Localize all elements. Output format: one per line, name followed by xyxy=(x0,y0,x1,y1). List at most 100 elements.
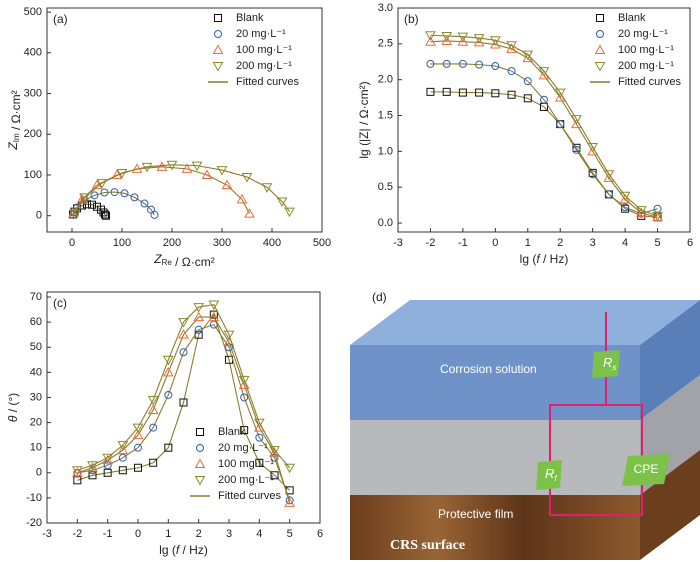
legend-label: 100 mg·L⁻¹ xyxy=(236,44,292,56)
marker xyxy=(506,41,517,51)
fit-curve xyxy=(430,63,658,215)
solution-side xyxy=(640,300,700,420)
metal-side xyxy=(640,450,700,560)
marker xyxy=(132,429,144,440)
marker xyxy=(208,311,220,322)
marker xyxy=(284,207,295,218)
marker xyxy=(475,88,484,97)
marker xyxy=(522,50,534,61)
plot-frame xyxy=(46,7,323,233)
panel-label: (b) xyxy=(404,12,419,26)
plot-frame xyxy=(397,7,691,233)
x-tick-label: 2 xyxy=(196,528,202,540)
y-tick-label: 20 xyxy=(30,416,42,428)
label-part: Z xyxy=(153,252,162,266)
top-face xyxy=(350,300,700,345)
x-tick-label: -2 xyxy=(72,528,82,540)
marker xyxy=(149,423,158,432)
marker xyxy=(150,210,159,219)
label-part: Re xyxy=(162,258,173,267)
marker xyxy=(79,193,90,203)
panel-label: (a) xyxy=(53,12,68,26)
marker xyxy=(540,95,548,104)
marker xyxy=(194,325,203,334)
marker xyxy=(635,206,647,216)
marker xyxy=(118,466,127,475)
marker xyxy=(538,67,550,77)
x-tick-label: 6 xyxy=(687,237,693,249)
marker xyxy=(507,67,516,76)
marker xyxy=(88,471,97,480)
x-tick-label: 5 xyxy=(287,528,293,540)
marker xyxy=(76,193,88,204)
x-tick-label: -1 xyxy=(458,237,468,249)
fit-curve xyxy=(77,316,291,504)
marker xyxy=(284,497,296,507)
marker xyxy=(442,59,451,68)
fit-curve xyxy=(74,164,290,214)
layer-label: Corrosion solution xyxy=(440,362,537,376)
legend-marker xyxy=(194,458,206,468)
marker xyxy=(130,193,139,202)
marker xyxy=(116,168,128,179)
axis-label: ZRe / Ω·cm² xyxy=(153,252,215,269)
plot-frame xyxy=(46,291,321,524)
fit-curve xyxy=(77,303,291,471)
x-tick-label: 2 xyxy=(557,237,563,249)
fit-curve xyxy=(77,313,291,491)
marker xyxy=(73,476,82,485)
marker xyxy=(164,443,173,452)
legend-marker xyxy=(594,62,606,72)
legend-marker xyxy=(212,44,224,54)
y-tick-label: 2.5 xyxy=(378,38,393,50)
marker xyxy=(473,34,485,44)
rs-label: Rs xyxy=(603,355,616,372)
marker xyxy=(71,466,83,476)
marker xyxy=(71,467,83,477)
y-tick-label: 2.0 xyxy=(378,74,393,86)
marker xyxy=(270,471,279,480)
marker xyxy=(255,433,264,442)
y-tick-label: 200 xyxy=(24,128,42,140)
marker xyxy=(523,77,532,86)
y-tick-label: 70 xyxy=(30,291,42,303)
marker xyxy=(587,143,599,153)
marker xyxy=(269,446,280,456)
y-tick-label: 300 xyxy=(24,87,42,99)
legend-label: Fitted curves xyxy=(218,490,281,502)
legend-marker xyxy=(214,30,222,38)
y-tick-label: -10 xyxy=(26,492,42,504)
label-part: / (°) xyxy=(6,393,20,416)
label-part: f xyxy=(536,252,541,266)
x-tick-label: 3 xyxy=(590,237,596,249)
axis-label: ZIm / Ω·cm² xyxy=(6,90,23,150)
marker xyxy=(101,210,109,219)
legend-marker xyxy=(596,14,604,22)
marker xyxy=(240,393,249,402)
fit-curve xyxy=(73,166,250,214)
marker xyxy=(178,329,189,339)
marker xyxy=(223,330,235,341)
x-tick-label: 100 xyxy=(113,237,131,249)
legend-label: 20 mg·L⁻¹ xyxy=(218,442,268,454)
y-tick-label: 10 xyxy=(30,442,42,454)
marker xyxy=(102,211,110,220)
legend-marker xyxy=(594,44,606,54)
marker xyxy=(181,163,193,173)
label-part: / Hz) xyxy=(179,543,208,557)
marker xyxy=(604,190,613,199)
marker xyxy=(118,453,127,462)
y-tick-label: 40 xyxy=(30,366,42,378)
marker xyxy=(619,193,631,204)
x-tick-label: 200 xyxy=(163,237,181,249)
marker xyxy=(134,443,142,452)
marker xyxy=(571,115,582,125)
cpe-element: CPE xyxy=(622,454,670,486)
axis-label: lg (f / Hz) xyxy=(159,543,208,557)
x-tick-label: -1 xyxy=(103,528,113,540)
diagram: Rs Rf CPE Corrosion solution Protective … xyxy=(350,290,700,560)
marker xyxy=(147,395,159,406)
marker xyxy=(216,166,228,176)
y-tick-label: 3.0 xyxy=(378,2,393,14)
x-tick-label: 0 xyxy=(135,528,141,540)
